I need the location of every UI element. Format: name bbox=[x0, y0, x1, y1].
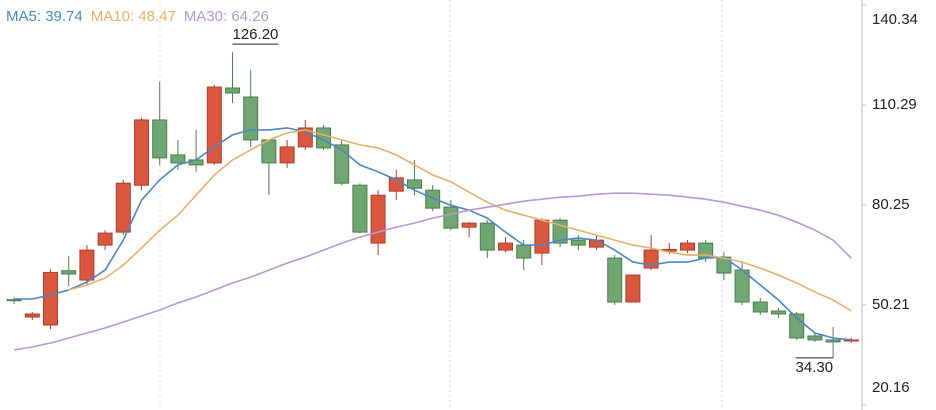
candle-body bbox=[97, 232, 113, 246]
candle-body bbox=[79, 249, 95, 281]
extreme-label: 34.30 bbox=[796, 359, 834, 376]
legend: MA5: 39.74 MA10: 48.47 MA30: 64.26 bbox=[6, 8, 269, 25]
candle-body bbox=[680, 242, 695, 251]
candle-body bbox=[115, 182, 131, 233]
legend-separator: : bbox=[37, 8, 45, 25]
y-tick-label: 80.25 bbox=[872, 196, 910, 213]
ma-line bbox=[13, 192, 852, 351]
y-tick-label: 140.34 bbox=[872, 11, 918, 28]
candle-body bbox=[334, 144, 350, 184]
ma-line bbox=[14, 127, 852, 341]
legend-separator: : bbox=[130, 8, 138, 25]
legend-name: MA30 bbox=[184, 8, 223, 25]
candle-body bbox=[807, 335, 823, 341]
candle-body bbox=[516, 244, 532, 259]
plot bbox=[6, 52, 859, 358]
candle-body bbox=[134, 119, 149, 186]
legend-separator: : bbox=[223, 8, 231, 25]
candle-body bbox=[771, 310, 786, 315]
candle-body bbox=[752, 301, 768, 313]
legend-value: 64.26 bbox=[231, 8, 269, 25]
legend-name: MA5 bbox=[6, 8, 37, 25]
candle-body bbox=[570, 239, 586, 246]
candle-body bbox=[61, 270, 77, 275]
candle-body bbox=[607, 257, 623, 303]
candle-body bbox=[643, 249, 659, 269]
candle-body bbox=[825, 339, 841, 343]
candle-body bbox=[243, 96, 259, 141]
candle-body bbox=[6, 299, 22, 302]
legend-value: 48.47 bbox=[138, 8, 176, 25]
candle-body bbox=[352, 184, 368, 233]
legend-value: 39.74 bbox=[45, 8, 83, 25]
candle-body bbox=[152, 119, 168, 159]
candle-body bbox=[43, 271, 58, 326]
candle-body bbox=[170, 154, 186, 164]
candle-body bbox=[461, 222, 477, 228]
candle-body bbox=[407, 179, 422, 189]
candle-body bbox=[370, 194, 386, 244]
candle-body bbox=[206, 86, 222, 164]
candle-body bbox=[625, 274, 641, 303]
candle-body bbox=[24, 313, 40, 318]
extreme-label: 126.20 bbox=[233, 26, 279, 43]
candle-body bbox=[479, 222, 495, 251]
candle-body bbox=[225, 87, 240, 94]
candle-body bbox=[443, 206, 459, 229]
y-tick-label: 110.29 bbox=[872, 96, 917, 113]
candle-body bbox=[843, 339, 859, 342]
candle-body bbox=[425, 189, 441, 209]
legend-name: MA10 bbox=[91, 8, 130, 25]
y-tick-label: 50.21 bbox=[872, 296, 910, 313]
candle-body bbox=[534, 219, 550, 254]
y-tick-label: 20.16 bbox=[872, 379, 910, 396]
candle-body bbox=[316, 127, 331, 149]
candle-body bbox=[279, 146, 295, 164]
ma-line bbox=[68, 129, 852, 312]
candle-body bbox=[498, 242, 513, 251]
